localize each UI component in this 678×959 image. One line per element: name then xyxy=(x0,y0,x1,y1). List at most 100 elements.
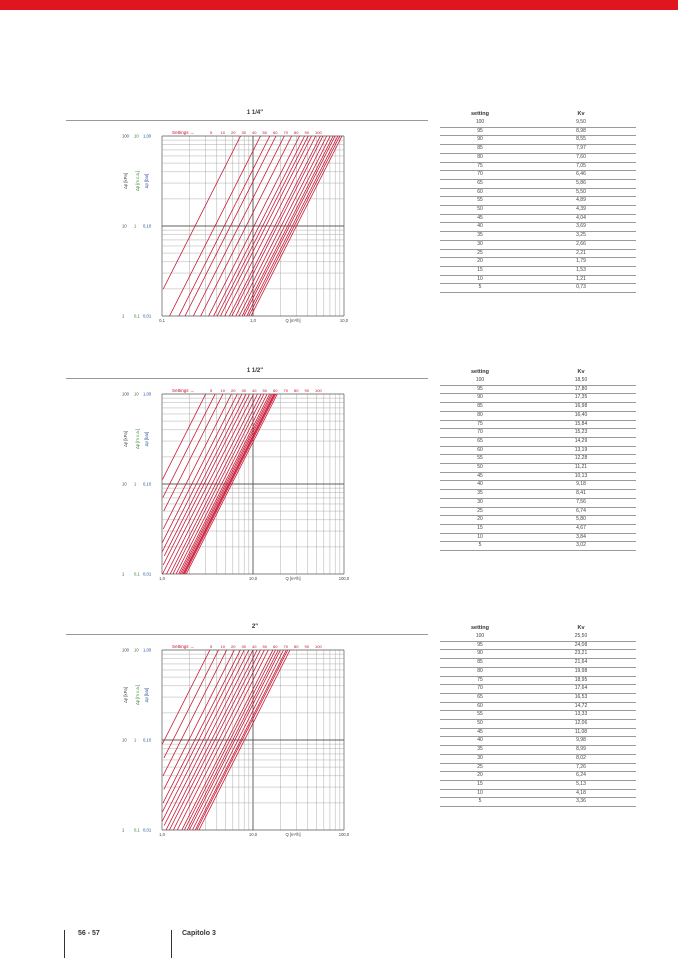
kv-cell: 2,66 xyxy=(520,240,636,250)
divider xyxy=(66,634,428,635)
table-row: 25 2,21 xyxy=(440,249,636,259)
setting-cell: 30 xyxy=(440,754,520,764)
setting-cell: 80 xyxy=(440,411,520,421)
divider xyxy=(66,120,428,121)
y-axis-label: Δp [kPa] xyxy=(123,687,128,703)
kv-cell: 16,98 xyxy=(520,402,636,412)
x-tick-label: 100,0 xyxy=(339,832,350,837)
setting-cell: 25 xyxy=(440,507,520,517)
table-row: 35 8,99 xyxy=(440,745,636,755)
settings-value: 90 xyxy=(305,130,310,135)
table-row: 95 8,98 xyxy=(440,127,636,137)
settings-value: 20 xyxy=(231,130,236,135)
kv-curve xyxy=(163,649,219,759)
kv-cell: 10,13 xyxy=(520,472,636,482)
footer-separator xyxy=(171,930,172,958)
table-row: 35 8,41 xyxy=(440,489,636,499)
y-axis-label: Δp [bar] xyxy=(144,174,149,189)
table-row: 55 13,33 xyxy=(440,710,636,721)
table-row: 80 19,98 xyxy=(440,667,636,677)
table-row: 45 10,13 xyxy=(440,472,636,482)
table-row: 60 13,19 xyxy=(440,446,636,456)
kv-curve xyxy=(183,393,276,575)
settings-value: 40 xyxy=(252,644,257,649)
chart-title: 1 1/2" xyxy=(246,368,264,374)
y-tick-label: 1,00 xyxy=(143,648,152,653)
setting-cell: 70 xyxy=(440,428,520,438)
table-row: 20 6,24 xyxy=(440,771,636,781)
kv-cell: 4,67 xyxy=(520,524,636,534)
kv-header: Kv xyxy=(577,110,585,117)
kv-curve xyxy=(169,393,262,575)
setting-cell: 55 xyxy=(440,454,520,465)
kv-cell: 12,06 xyxy=(520,719,636,729)
kv-curve xyxy=(182,393,275,575)
kv-curve xyxy=(176,649,269,831)
kv-cell: 17,35 xyxy=(520,393,636,404)
table-row: 85 21,64 xyxy=(440,658,636,668)
y-tick-label: 1 xyxy=(134,738,137,743)
setting-cell: 100 xyxy=(440,633,520,642)
kv-cell: 7,97 xyxy=(520,144,636,154)
kv-cell: 11,08 xyxy=(520,728,636,738)
y-tick-label: 1 xyxy=(134,482,137,487)
table-row: 40 9,18 xyxy=(440,480,636,491)
y-tick-label: 0,1 xyxy=(134,828,140,833)
kv-curve xyxy=(235,135,328,317)
x-axis-label: Q [m³/h] xyxy=(285,832,300,837)
setting-cell: 65 xyxy=(440,437,520,447)
settings-value: 80 xyxy=(294,644,299,649)
setting-cell: 45 xyxy=(440,472,520,482)
kv-cell: 18,50 xyxy=(520,377,636,386)
setting-cell: 30 xyxy=(440,498,520,508)
setting-cell: 90 xyxy=(440,135,520,146)
y-tick-label: 0,10 xyxy=(143,224,152,229)
setting-cell: 60 xyxy=(440,446,520,456)
kv-cell: 16,40 xyxy=(520,411,636,421)
setting-cell: 50 xyxy=(440,463,520,473)
y-tick-label: 0,01 xyxy=(143,314,152,319)
kv-cell: 7,56 xyxy=(520,498,636,508)
x-tick-label: 1,0 xyxy=(159,576,165,581)
kv-curve xyxy=(194,649,287,831)
setting-cell: 95 xyxy=(440,127,520,137)
settings-value: 50 xyxy=(263,130,268,135)
table-row: 100 25,50 xyxy=(440,633,636,642)
kv-curve xyxy=(192,135,285,317)
kv-curve xyxy=(172,393,265,575)
kv-curve xyxy=(208,135,300,317)
settings-label: Settings → xyxy=(172,130,194,135)
table-row: 95 24,08 xyxy=(440,641,636,651)
settings-value: 80 xyxy=(294,388,299,393)
chart-grid xyxy=(161,649,345,831)
kv-cell: 5,80 xyxy=(520,515,636,525)
setting-header: setting xyxy=(470,624,490,631)
kv-cell: 9,18 xyxy=(520,480,636,491)
table-row: 10 4,18 xyxy=(440,789,636,799)
kv-curve xyxy=(161,649,211,745)
setting-cell: 15 xyxy=(440,266,520,276)
table-row: 85 7,97 xyxy=(440,144,636,154)
table-row: 45 4,04 xyxy=(440,214,636,224)
setting-header: setting xyxy=(470,368,490,375)
table-row: 45 11,08 xyxy=(440,728,636,738)
kv-curve xyxy=(162,135,241,290)
setting-cell: 60 xyxy=(440,188,520,198)
y-tick-label: 1 xyxy=(122,314,125,319)
table-row: 10 1,21 xyxy=(440,275,636,285)
setting-cell: 85 xyxy=(440,658,520,668)
kv-cell: 8,99 xyxy=(520,745,636,755)
table-row: 35 3,25 xyxy=(440,231,636,241)
kv-curve xyxy=(162,393,207,480)
setting-cell: 30 xyxy=(440,240,520,250)
x-axis-label: Q [m³/h] xyxy=(285,318,300,323)
kv-cell: 1,21 xyxy=(520,275,636,285)
kv-curve xyxy=(161,393,243,552)
kv-cell: 13,33 xyxy=(520,710,636,721)
setting-cell: 55 xyxy=(440,196,520,207)
setting-cell: 20 xyxy=(440,515,520,525)
table-row: 70 15,23 xyxy=(440,428,636,438)
setting-cell: 40 xyxy=(440,222,520,233)
kv-cell: 7,05 xyxy=(520,162,636,172)
settings-label: Settings → xyxy=(172,644,194,649)
